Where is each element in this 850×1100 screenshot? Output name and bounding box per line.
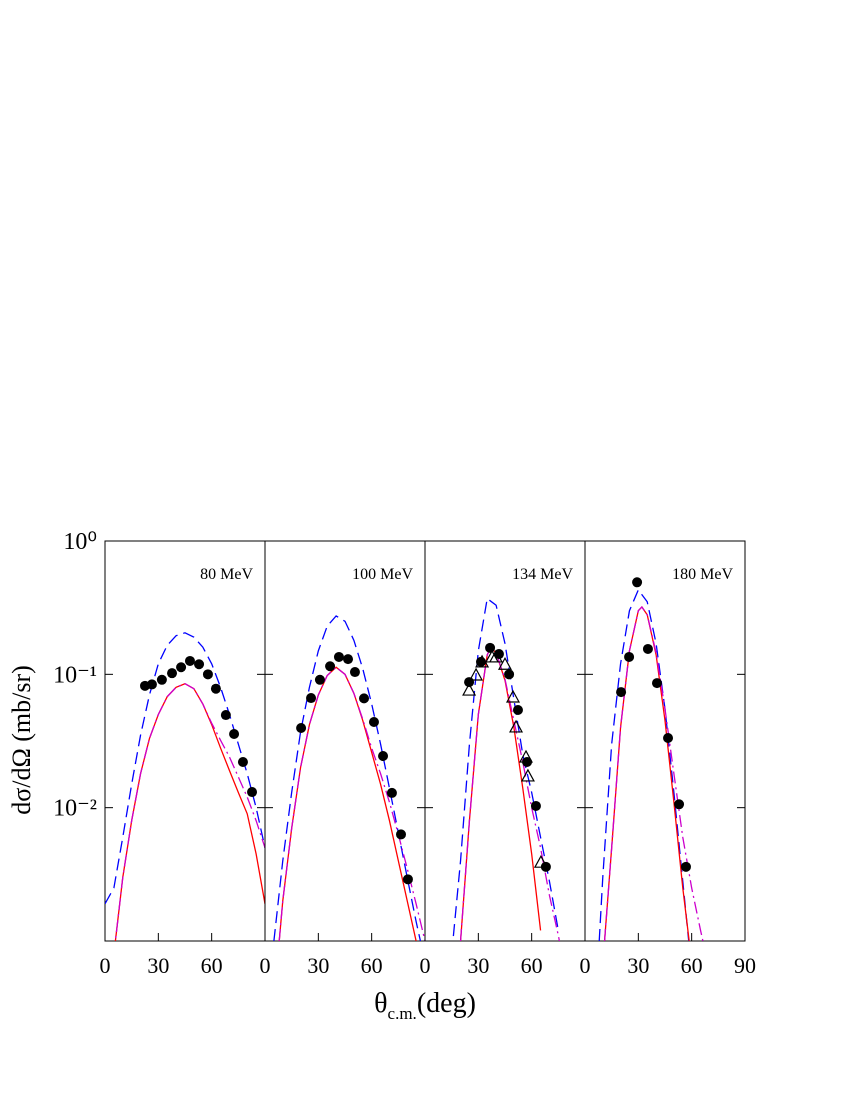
x-tick-label: 60 [361,953,383,978]
data-point [652,678,662,689]
data-point [680,861,691,872]
x-tick-label: 0 [420,953,431,978]
data-point [156,674,167,685]
data-point [485,642,496,653]
plot-frame [584,540,746,942]
y-tick-label: 10⁻² [53,796,97,822]
y-tick-label: 10⁻¹ [53,662,97,688]
data-point [505,689,521,703]
data-point [220,710,231,721]
data-point [202,669,213,680]
data-point [325,661,336,672]
data-point [674,799,685,810]
curve [603,605,704,941]
x-tick-label: 30 [467,953,489,978]
data-point [462,682,477,696]
data-point [488,649,503,663]
panel: 0 30 60 90 180 MeV [580,540,756,978]
y-tick-label: 10⁰ [63,529,97,555]
curve [603,605,690,941]
curve [114,683,265,941]
data-point [520,768,535,782]
x-axis-label: θc.m.(deg) [374,988,476,1023]
x-tick-label: 0 [580,953,591,978]
data-point [229,728,240,739]
plot-content [452,597,561,941]
data-point [396,829,406,840]
x-tick-label: 0 [100,953,111,978]
data-point [402,874,413,885]
data-point [509,719,524,733]
data-point [512,705,523,716]
x-tick-label: 60 [681,953,703,978]
plot-frame [264,540,426,942]
data-point [167,668,178,679]
x-tick-label: 30 [147,953,169,978]
panel: 0 30 60 134 MeV [420,540,586,978]
plot-frame [104,540,266,942]
x-tick-label: 90 [734,953,756,978]
data-point [530,800,541,811]
curve [452,597,559,941]
x-label-unit: (deg) [417,988,476,1019]
plot-content [273,615,425,941]
data-point [333,651,344,662]
x-tick-label: 60 [201,953,223,978]
x-label-subscript: c.m. [388,1004,417,1023]
data-point [475,654,490,668]
data-point [247,787,258,798]
x-tick-label: 30 [307,953,329,978]
curve [105,632,265,905]
data-point [194,659,205,670]
data-point [663,733,674,744]
panel: 10⁰ 10⁻¹ 10⁻² 0 30 60 80 MeV [53,529,266,978]
data-point [210,683,221,694]
data-point [632,577,643,588]
data-point [464,677,475,688]
data-point [378,751,389,762]
y-axis-label: dσ/dΩ (mb/sr) [7,665,36,815]
data-point [386,787,397,798]
data-point [176,662,187,673]
plot-content [105,632,265,941]
data-point [368,717,379,728]
data-point [497,657,513,670]
data-point [343,654,354,665]
data-point [237,757,248,768]
data-point [296,722,307,733]
data-point [642,643,653,654]
data-point [359,693,370,704]
panel-title: 180 MeV [672,566,733,583]
data-point [624,651,635,662]
x-tick-label: 30 [627,953,649,978]
data-point [146,679,157,690]
x-label-symbol: θ [374,988,387,1019]
x-tick-label: 60 [521,953,543,978]
data-point [518,749,533,763]
curve [459,646,561,941]
plot-content [598,577,704,941]
data-point [616,687,627,698]
data-point [184,655,195,666]
data-point [469,667,484,681]
panel-title: 80 MeV [200,566,253,583]
x-tick-label: 0 [260,953,271,978]
curve [273,615,422,941]
data-point [533,854,548,868]
curve [278,666,425,941]
panel-title: 100 MeV [352,566,413,583]
plot-frame [424,540,586,942]
panel: 0 30 60 100 MeV [260,540,426,978]
curve [278,666,417,941]
panel-title: 134 MeV [512,566,573,583]
curve [114,683,265,941]
data-point [504,669,515,680]
data-point [306,693,317,704]
data-point [349,667,360,678]
data-point [314,674,325,685]
